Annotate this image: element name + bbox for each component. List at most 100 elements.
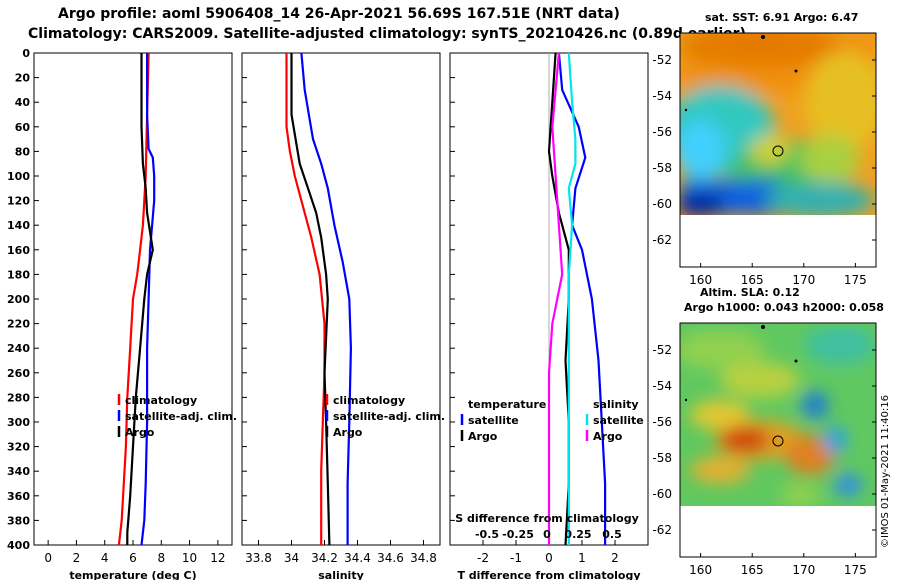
series-line-climatology [285,53,326,545]
y-tick-label: 120 [7,195,30,208]
x-tick-label: 0 [44,551,52,565]
x-tick-label: 4 [101,551,109,565]
legend-label: satellite-adj. clim. [333,410,445,423]
difference-panel: -2 -1 0 1 2 T difference from climatology temp… [449,52,649,580]
sla-map-title-1: Altim. SLA: 0.12 [700,286,800,299]
legend-label: Argo [468,430,498,443]
y-tick-label: 280 [7,391,30,404]
map-x-tick-label: 170 [792,273,815,287]
y-tick-label: 320 [7,441,30,454]
x-tick-label: 0 [545,551,553,565]
y-tick-label: 160 [7,244,30,257]
series-line-satellite-adj-clim- [300,52,353,545]
map-y-tick-label: -56 [652,125,672,139]
argo-position-marker-sla [772,435,784,447]
sst-map: -52 -54 -56 -58 -60 -62 160 165 170 175 [652,32,877,287]
map-x-tick-label: 175 [844,563,867,577]
imos-watermark: ©IMOS 01-May-2021 11:40:16 [880,395,891,548]
y-tick-label: 20 [15,72,31,85]
argo-position-marker [772,145,784,157]
x-axis-label: T difference from climatology [457,569,640,580]
x-tick-label: 34.6 [377,551,404,565]
x-tick-label: 34.8 [410,551,437,565]
legend-label: satellite [593,414,644,427]
legend-label: climatology [333,394,405,407]
x-tick-label: 33.8 [245,551,272,565]
y-tick-label: 340 [7,465,30,478]
legend-label: Argo [333,426,363,439]
x-tick-label: -2 [477,551,489,565]
top-tick-label: -0.5 [475,528,499,541]
y-tick-label: 0 [22,47,30,60]
x-tick-label: 2 [611,551,619,565]
map-y-tick-label: -54 [652,379,672,393]
y-tick-label: 180 [7,268,30,281]
temperature-panel: 0 2 4 6 8 10 12 temperature (deg C) 0 20 40 60 80 100… [7,47,237,580]
legend-title-temperature: temperature [468,398,546,411]
legend-label: climatology [125,394,197,407]
x-tick-label: 12 [210,551,225,565]
y-tick-label: 380 [7,514,30,527]
map-x-tick-label: 165 [741,273,764,287]
y-tick-label: 400 [7,539,30,552]
map-y-tick-label: -58 [652,451,672,465]
x-tick-label: -1 [510,551,522,565]
y-tick-label: 220 [7,318,30,331]
y-tick-label: 40 [15,96,31,109]
y-tick-label: 360 [7,490,30,503]
map-x-tick-label: 165 [741,563,764,577]
top-tick-label: 0.5 [602,528,622,541]
y-tick-label: 100 [7,170,30,183]
sla-map-title-2: Argo h1000: 0.043 h2000: 0.058 [684,301,884,314]
map-y-tick-label: -54 [652,89,672,103]
map-x-tick-label: 175 [844,273,867,287]
x-axis-label: salinity [318,569,364,580]
y-tick-label: 80 [15,145,31,158]
x-tick-label: 1 [578,551,586,565]
map-x-tick-label: 160 [689,563,712,577]
map-y-tick-label: -52 [652,343,672,357]
x-tick-label: 34.2 [311,551,338,565]
x-tick-label: 10 [182,551,197,565]
series-line-salinity-satellite [567,52,577,545]
salinity-panel: 33.8 34 34.2 34.4 34.6 34.8 salinity climatolog… [241,52,445,580]
legend-label: Argo [125,426,155,439]
sla-map: -52 -54 -56 -58 -60 -62 160 165 170 175 [652,322,877,577]
sst-map-title: sat. SST: 6.91 Argo: 6.47 [705,11,859,24]
y-tick-label: 200 [7,293,30,306]
plot-frame [241,52,441,546]
y-tick-label: 60 [15,121,31,134]
x-tick-label: 6 [129,551,137,565]
y-tick-label: 260 [7,367,30,380]
top-tick-label: -0.25 [502,528,534,541]
map-x-tick-label: 160 [689,273,712,287]
map-y-tick-label: -60 [652,487,672,501]
map-y-tick-label: -52 [652,53,672,67]
series-line-salinity-argo [547,52,564,545]
map-y-tick-label: -62 [652,233,672,247]
top-tick-label: 0.25 [564,528,591,541]
map-y-tick-label: -56 [652,415,672,429]
series-line-argo [126,53,154,545]
map-y-tick-label: -58 [652,161,672,175]
y-tick-label: 300 [7,416,30,429]
series-line-temperature-satellite [557,52,607,545]
map-y-tick-label: -60 [652,197,672,211]
legend-label: Argo [593,430,623,443]
y-tick-label: 140 [7,219,30,232]
legend-title-salinity: salinity [593,398,639,411]
x-tick-label: 34.4 [344,551,371,565]
top-axis-label: S difference from climatology [455,512,639,525]
x-tick-label: 8 [157,551,165,565]
series-line-satellite-adj-clim- [140,53,156,546]
title-line-1: Argo profile: aoml 5906408_14 26-Apr-202… [58,6,620,22]
legend-label: satellite-adj. clim. [125,410,237,423]
top-tick-label: 0 [543,528,551,541]
x-tick-label: 2 [73,551,81,565]
x-tick-label: 34 [284,551,299,565]
x-axis-label: temperature (deg C) [69,569,196,580]
title-line-2: Climatology: CARS2009. Satellite-adjuste… [28,26,746,42]
legend-label: satellite [468,414,519,427]
map-y-tick-label: -62 [652,523,672,537]
